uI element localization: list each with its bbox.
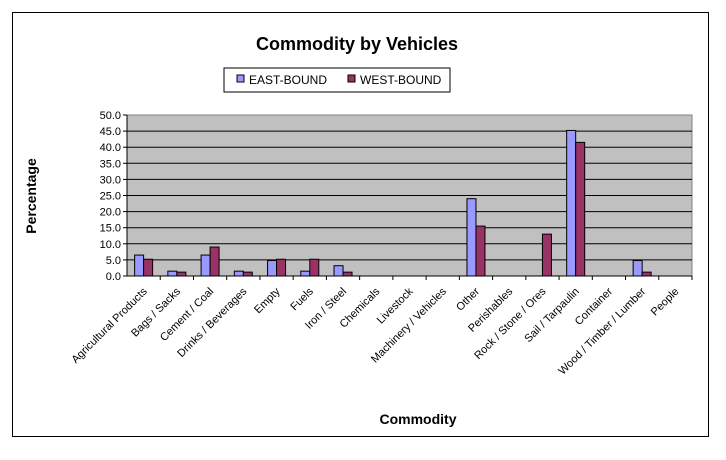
bar-east — [632, 260, 643, 277]
legend-label-east: EAST-BOUND — [249, 73, 327, 87]
bars — [134, 129, 652, 277]
y-tick-label: 35.0 — [100, 158, 121, 170]
bar-west — [309, 258, 320, 277]
legend: EAST-BOUND WEST-BOUND — [223, 67, 451, 93]
bar-east — [566, 129, 577, 277]
bar-east — [300, 270, 311, 277]
bar-west — [143, 258, 154, 277]
y-axis-title: Percentage — [23, 158, 39, 234]
y-axis-ticks: 0.0 5.0 10.0 15.0 20.0 25.0 30.0 35.0 40.0 45.0 50… — [100, 110, 692, 283]
chart-svg: Commodity by Vehicles EAST-BOUND WEST-BO… — [23, 34, 693, 427]
bar-west — [342, 271, 353, 277]
x-category-label: Other — [454, 285, 482, 313]
bar-west — [242, 271, 253, 277]
chart-title: Commodity by Vehicles — [256, 34, 458, 54]
bar-west — [541, 233, 552, 277]
bar-east — [333, 265, 344, 277]
x-category-label: Fuels — [288, 285, 316, 313]
x-axis-title: Commodity — [380, 411, 457, 427]
x-category-label: Empty — [252, 285, 283, 316]
y-tick-label: 25.0 — [100, 191, 121, 203]
y-tick-label: 50.0 — [100, 110, 121, 122]
bar-east — [134, 254, 145, 277]
bar-east — [200, 254, 211, 277]
y-tick-label: 0.0 — [106, 271, 121, 283]
legend-label-west: WEST-BOUND — [360, 73, 442, 87]
bar-west — [475, 225, 486, 277]
bar-west — [575, 141, 586, 277]
bar-east — [233, 270, 244, 277]
bar-west — [176, 271, 187, 277]
y-tick-label: 10.0 — [100, 239, 121, 251]
bar-east — [267, 260, 278, 277]
y-tick-label: 15.0 — [100, 223, 121, 235]
y-tick-label: 40.0 — [100, 142, 121, 154]
bar-east — [167, 270, 178, 277]
bar-west — [641, 271, 652, 277]
bar-west — [209, 246, 220, 277]
y-tick-label: 20.0 — [100, 207, 121, 219]
legend-swatch-west — [347, 74, 356, 83]
y-tick-label: 5.0 — [106, 255, 121, 267]
legend-swatch-east — [236, 74, 245, 83]
y-tick-label: 45.0 — [100, 126, 121, 138]
bar-east — [466, 198, 477, 277]
chart-frame: Commodity by Vehicles EAST-BOUND WEST-BO… — [12, 12, 709, 437]
gridlines — [127, 130, 692, 261]
bar-west — [276, 258, 287, 277]
legend-box — [223, 67, 451, 93]
y-tick-label: 30.0 — [100, 174, 121, 186]
x-category-label: People — [649, 286, 682, 319]
